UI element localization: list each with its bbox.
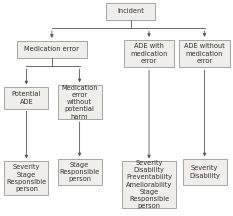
FancyBboxPatch shape [123,40,175,67]
FancyBboxPatch shape [4,87,48,109]
Text: Stage
Responsible
person: Stage Responsible person [59,162,100,182]
Text: Medication
error
without
potential
harm: Medication error without potential harm [61,85,98,120]
FancyBboxPatch shape [17,41,86,58]
FancyBboxPatch shape [4,161,48,195]
Text: Severity
Stage
Responsible
person: Severity Stage Responsible person [6,164,47,192]
Text: Incident: Incident [117,8,144,14]
Text: ADE with
medication
error: ADE with medication error [130,43,168,64]
FancyBboxPatch shape [122,161,176,208]
FancyBboxPatch shape [106,3,155,20]
Text: Severity
Disability
Preventability
Ameliorability
Stage
Responsible
person: Severity Disability Preventability Ameli… [126,160,172,210]
FancyBboxPatch shape [58,85,102,119]
Text: ADE without
medication
error: ADE without medication error [184,43,225,64]
Text: Potential
ADE: Potential ADE [12,91,41,105]
Text: Medication error: Medication error [24,46,79,52]
FancyBboxPatch shape [58,159,102,185]
FancyBboxPatch shape [183,159,226,185]
Text: Severity
Disability: Severity Disability [189,165,220,179]
FancyBboxPatch shape [179,40,230,67]
